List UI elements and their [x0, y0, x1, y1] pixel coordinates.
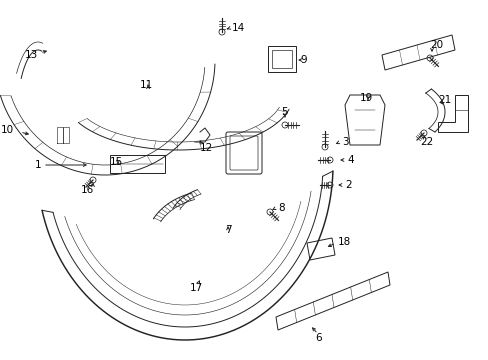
Text: 12: 12 [200, 143, 213, 153]
Text: 18: 18 [337, 237, 350, 247]
Bar [267, 46, 295, 72]
Text: 5: 5 [281, 107, 288, 117]
Text: 17: 17 [190, 283, 203, 293]
Text: 6: 6 [314, 333, 321, 343]
Text: 3: 3 [341, 137, 348, 147]
Text: 22: 22 [419, 137, 432, 147]
Text: 21: 21 [437, 95, 450, 105]
Text: 13: 13 [25, 50, 38, 60]
Bar [271, 50, 291, 68]
Text: 11: 11 [140, 80, 153, 90]
Text: 9: 9 [299, 55, 306, 65]
Text: 1: 1 [35, 160, 41, 170]
Text: 16: 16 [80, 185, 93, 195]
Text: 14: 14 [231, 23, 245, 33]
Text: 20: 20 [429, 40, 442, 50]
Bar [110, 155, 164, 173]
Text: 10: 10 [1, 125, 14, 135]
Text: 2: 2 [345, 180, 351, 190]
Text: 19: 19 [359, 93, 372, 103]
Text: 7: 7 [224, 225, 231, 235]
Text: 4: 4 [346, 155, 353, 165]
Text: 15: 15 [110, 157, 123, 167]
Text: 8: 8 [278, 203, 284, 213]
